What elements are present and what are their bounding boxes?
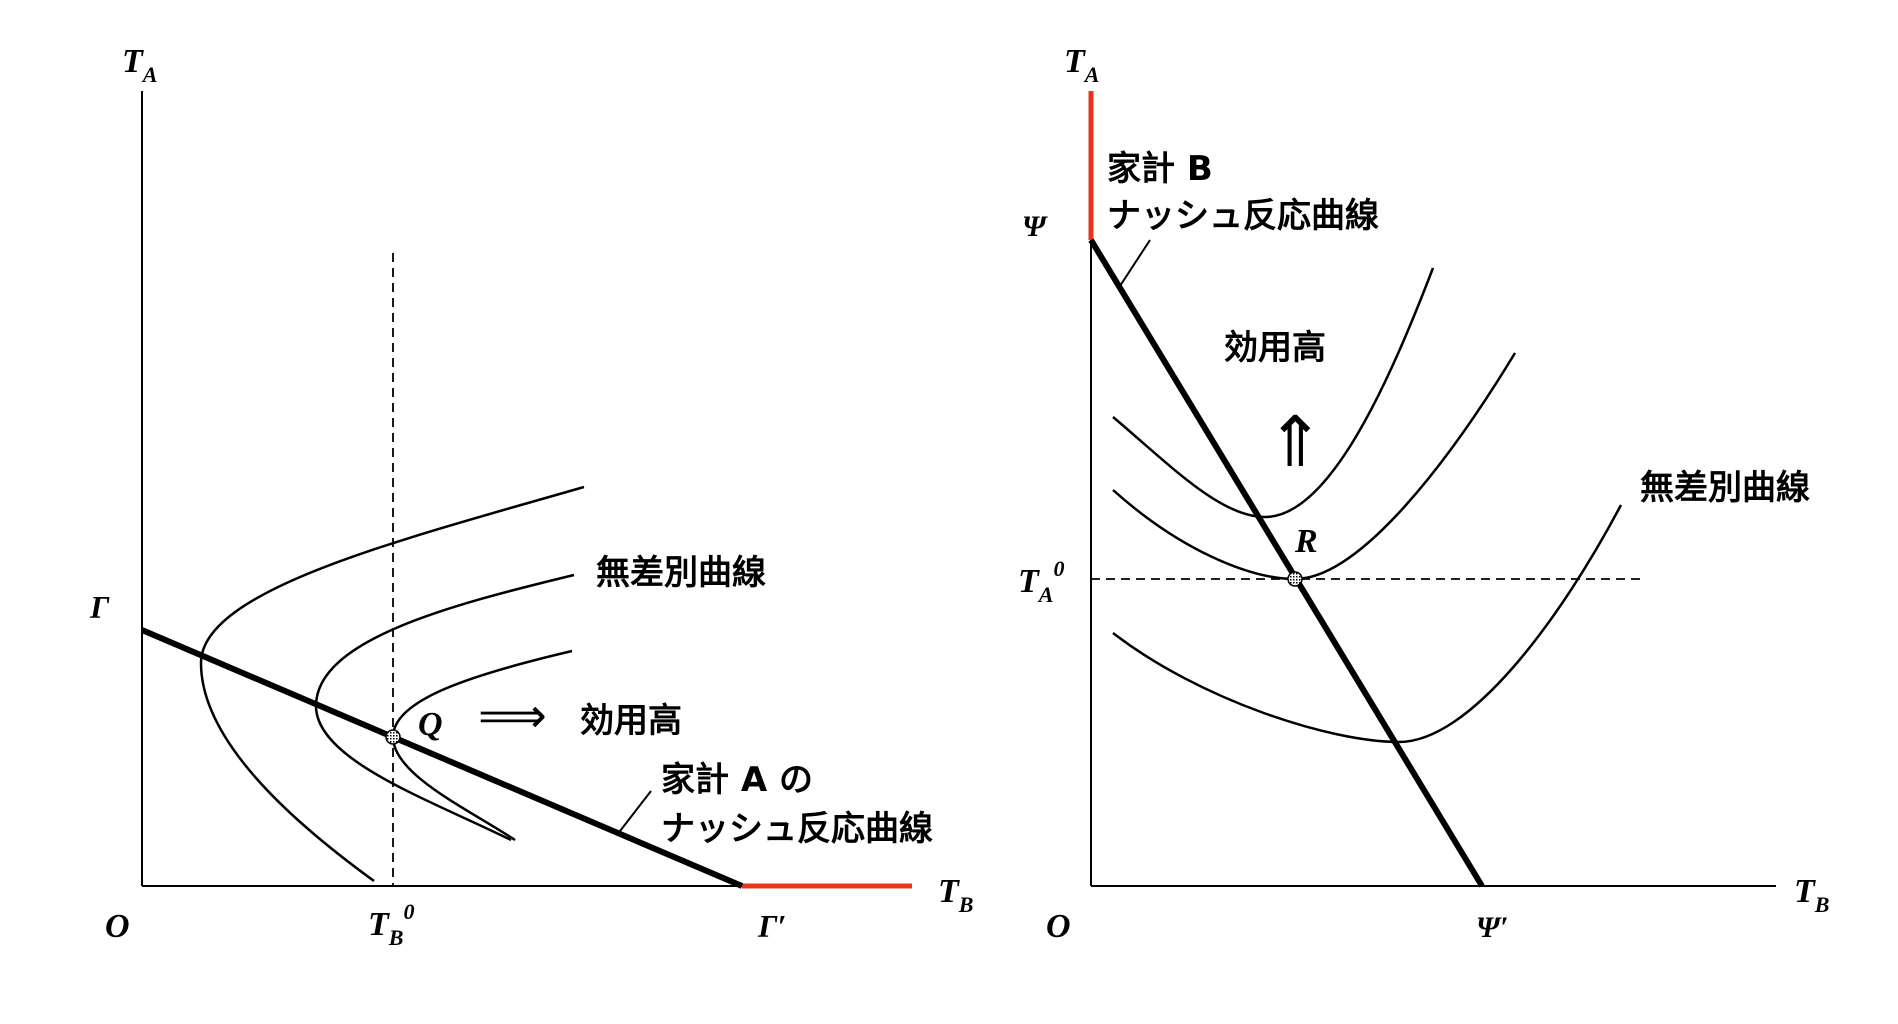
right-x-axis-label: TB [1794, 873, 1829, 917]
left-leader-line [619, 790, 652, 832]
left-y-axis-label: TA [122, 43, 157, 87]
right-leader-line [1119, 239, 1151, 287]
tb0-label: TB0 [368, 899, 414, 950]
up-double-arrow-icon: ⇑ [1266, 401, 1325, 483]
point-r [1287, 571, 1303, 587]
psi-prime-label: Ψ′ [1476, 911, 1508, 944]
household-b-label-line1: 家計 B [1107, 149, 1213, 189]
point-r-label: R [1294, 523, 1318, 560]
household-a-label-line2: ナッシュ反応曲線 [661, 809, 933, 849]
psi-label: Ψ [1022, 210, 1048, 243]
household-a-label-line1: 家計 A の [661, 760, 813, 800]
right-indifference-curve-label: 無差別曲線 [1640, 468, 1810, 508]
right-indifference-curve-top [1112, 267, 1435, 519]
right-indifference-curve-middle [1112, 352, 1517, 581]
household-b-label-line2: ナッシュ反応曲線 [1107, 196, 1379, 236]
right-y-axis-label: TA [1064, 43, 1099, 87]
left-x-axis-label: TB [938, 873, 973, 917]
household-b-reaction-curve [1088, 238, 1485, 888]
gamma-label: Γ [89, 589, 110, 625]
gamma-prime-label: Γ′ [757, 908, 786, 944]
point-q-label: Q [418, 706, 443, 743]
right-diagram: TA TB O Ψ Ψ′ TA0 R 家計 B ナッシュ反応曲線 効用高 ⇑ 無… [1018, 43, 1829, 945]
right-utility-label: 効用高 [1224, 328, 1326, 368]
left-origin-label: O [105, 908, 130, 945]
left-indifference-curve-label: 無差別曲線 [596, 553, 766, 593]
right-origin-label: O [1046, 908, 1071, 945]
point-q [385, 729, 401, 745]
left-utility-label: 効用高 [580, 701, 682, 741]
left-diagram: TA TB O Γ Γ′ TB0 Q 無差別曲線 ⟹ 効用高 家計 A の ナッ… [89, 43, 973, 950]
ta0-label: TA0 [1018, 556, 1064, 607]
household-a-reaction-curve [140, 627, 744, 889]
right-double-arrow-icon: ⟹ [478, 688, 547, 744]
right-indifference-curve-bottom [1112, 504, 1623, 744]
